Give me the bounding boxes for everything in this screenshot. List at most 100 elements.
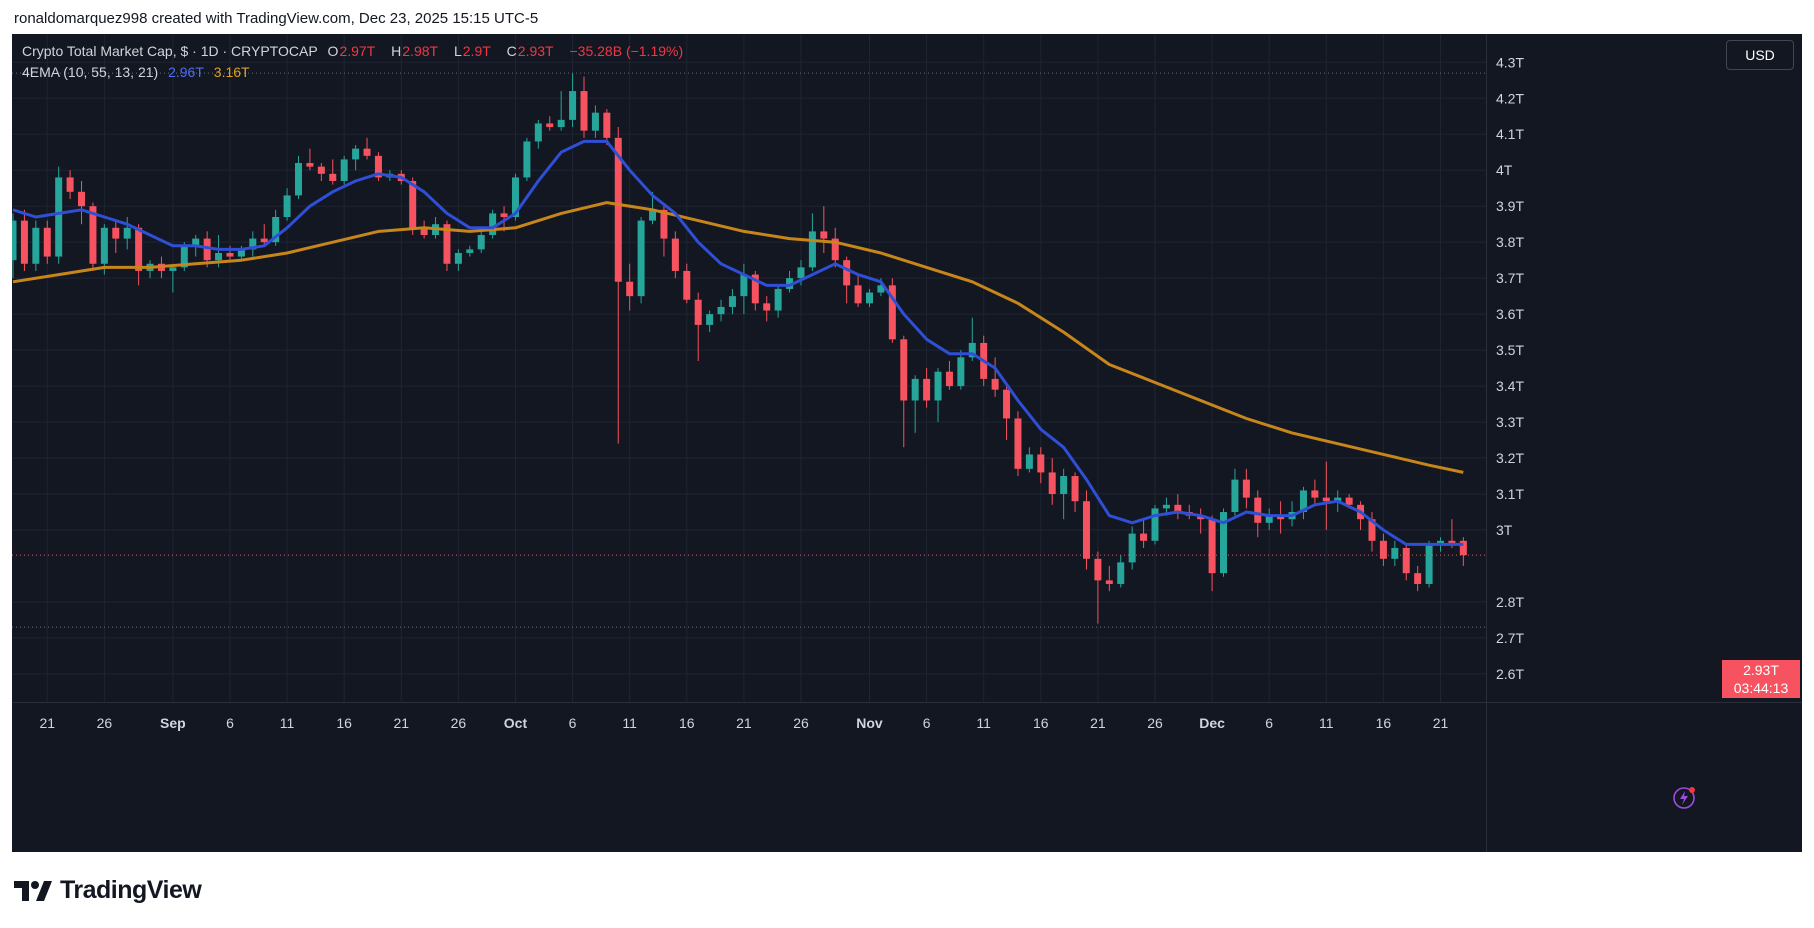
candle — [557, 91, 565, 131]
ema-fast-value: 2.96T — [168, 64, 204, 80]
candle-body — [1208, 519, 1216, 574]
candle — [923, 368, 931, 408]
time-tick-label: Oct — [504, 715, 528, 731]
candle — [1311, 479, 1319, 505]
candle-body — [43, 227, 51, 257]
time-tick-label: 6 — [1265, 715, 1273, 731]
candle-body — [12, 220, 17, 261]
candle — [1014, 411, 1022, 477]
price-axis[interactable]: 4.3T 4.2T 4.1T 4T 3.9T 3.8T 3.7T 3.6T 3.5T 3.4T 3.… — [1486, 34, 1525, 852]
candle — [1459, 537, 1467, 566]
candle-body — [260, 238, 268, 243]
candle — [374, 152, 382, 182]
candle — [1368, 512, 1376, 552]
indicator-name[interactable]: 4EMA (10, 55, 13, 21) — [22, 64, 159, 80]
candle — [751, 270, 759, 311]
candle-body — [1345, 497, 1353, 505]
candle — [1117, 555, 1125, 588]
candle — [866, 288, 873, 307]
candle-body — [968, 342, 976, 358]
candle-body — [728, 296, 736, 307]
candle — [683, 263, 691, 304]
candle-body — [454, 252, 462, 264]
chart-frame[interactable]: 4.3T 4.2T 4.1T 4T 3.9T 3.8T 3.7T 3.6T 3.5T 3.4T 3.… — [12, 34, 1802, 852]
candle — [763, 296, 771, 322]
candle-body — [443, 224, 451, 264]
candle-body — [1402, 547, 1410, 574]
candle — [934, 368, 942, 423]
indicator-legend[interactable]: 4EMA (10, 55, 13, 21) 2.96T 3.16T — [22, 64, 256, 80]
candlestick-chart[interactable]: 4.3T 4.2T 4.1T 4T 3.9T 3.8T 3.7T 3.6T 3.5T 3.4T 3.… — [12, 34, 1802, 852]
price-tick-label: 4.3T — [1496, 54, 1524, 70]
candle-body — [374, 155, 382, 178]
price-tick-label: 2.7T — [1496, 630, 1524, 646]
currency-button[interactable]: USD — [1726, 40, 1794, 70]
candle-body — [660, 209, 668, 239]
candles-layer — [12, 73, 1467, 624]
candle-body — [20, 220, 28, 264]
candle-body — [1060, 476, 1068, 495]
tradingview-logo-icon — [14, 880, 52, 901]
candle — [32, 220, 40, 271]
candle — [1094, 551, 1102, 624]
tradingview-logo[interactable]: TradingView — [14, 876, 202, 905]
price-tick-label: 4T — [1496, 162, 1513, 178]
candle — [1025, 447, 1033, 473]
candle-body — [1037, 454, 1045, 473]
candle-body — [1048, 472, 1056, 495]
candle — [43, 220, 51, 264]
candle-body — [409, 181, 417, 228]
candle-body — [89, 206, 97, 264]
candle-body — [306, 163, 314, 167]
candle-body — [477, 234, 485, 250]
candle-body — [66, 177, 74, 192]
symbol-legend[interactable]: Crypto Total Market Cap, $ · 1D · CRYPTO… — [22, 43, 689, 59]
candle — [363, 137, 371, 160]
candle — [1265, 508, 1273, 530]
candle — [146, 260, 154, 279]
candle — [135, 224, 143, 286]
candle — [854, 274, 862, 307]
candle — [409, 177, 417, 235]
candle-body — [1151, 508, 1159, 541]
candle-body — [100, 227, 108, 264]
candle-body — [317, 166, 325, 174]
candle-body — [420, 227, 428, 235]
lightning-alert-icon[interactable] — [1672, 786, 1696, 810]
candle-body — [1311, 490, 1319, 498]
candle-body — [866, 292, 873, 304]
time-tick-label: 26 — [451, 715, 467, 731]
candle-body — [123, 227, 131, 239]
price-tick-label: 2.8T — [1496, 594, 1524, 610]
candle — [260, 224, 268, 246]
candle — [694, 292, 702, 361]
close-value: 2.93T — [517, 43, 554, 59]
candle — [317, 163, 325, 182]
price-tick-label: 3T — [1496, 522, 1513, 538]
candle — [626, 263, 634, 311]
candle — [1048, 458, 1056, 505]
candle-body — [1220, 512, 1228, 574]
candle — [1425, 540, 1433, 588]
candle-body — [774, 288, 782, 311]
candle-body — [820, 231, 828, 239]
candle — [1082, 490, 1090, 570]
candle-body — [534, 123, 542, 142]
candle — [957, 350, 965, 390]
candle — [1197, 508, 1205, 534]
candle-body — [329, 173, 337, 182]
candle-body — [945, 371, 953, 387]
candle — [591, 105, 599, 138]
last-price-label: 2.93T 03:44:13 — [1722, 660, 1800, 698]
candle-body — [1459, 540, 1467, 556]
time-axis[interactable]: 21 26 Sep 6 11 16 21 26 Oct 6 11 16 21 26 Nov 6 11 16 21 26… — [12, 702, 1802, 732]
change-value: −35.28B (−1.19%) — [569, 43, 684, 59]
candle-body — [32, 227, 40, 264]
candle-body — [1242, 479, 1250, 498]
candle-body — [1368, 519, 1376, 541]
candle-body — [808, 231, 816, 268]
candle — [945, 360, 953, 390]
candle-body — [751, 274, 759, 304]
time-tick-label: 11 — [280, 715, 295, 731]
symbol-name[interactable]: Crypto Total Market Cap, $ · 1D · CRYPTO… — [22, 43, 318, 59]
